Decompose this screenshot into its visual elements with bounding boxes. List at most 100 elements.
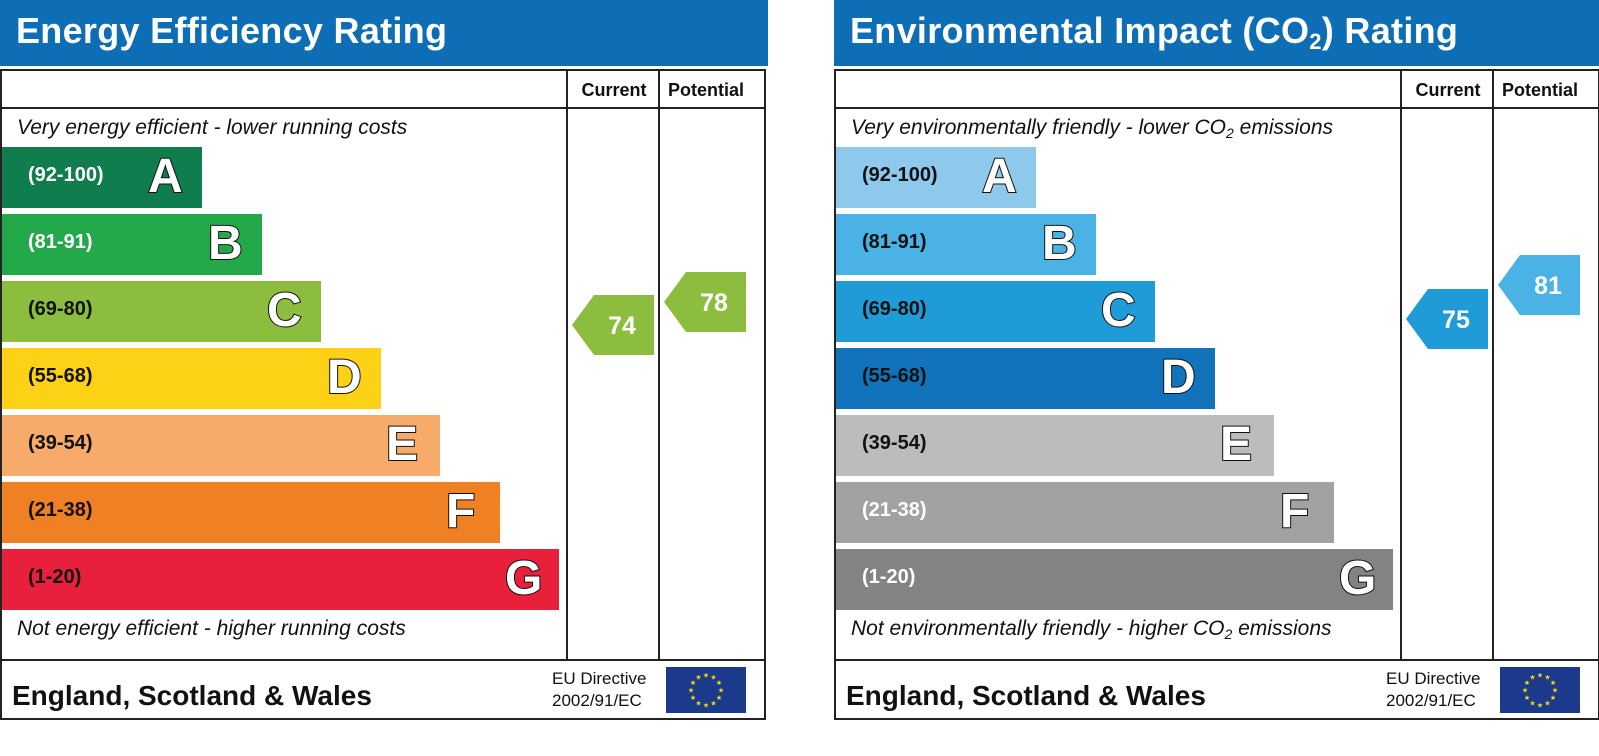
bottom-note-main: Not environmentally friendly - higher CO (851, 617, 1225, 640)
divider (566, 71, 568, 659)
flag-star: ★ (1550, 679, 1556, 687)
eu-flag-icon: ★★★★★★★★★ ★ ★★ (1500, 667, 1580, 713)
flag-star: ★ (1522, 687, 1528, 695)
rating-band-e: (39-54) E (2, 415, 440, 476)
potential-rating-arrow-value: 78 (700, 289, 728, 317)
band-range-label: (92-100) (28, 164, 104, 186)
current-rating-arrow-shape (1406, 288, 1488, 349)
top-note: Very energy efficient - lower running co… (17, 116, 408, 139)
flag-star: ★ (1529, 699, 1535, 707)
potential-rating-arrow-shape (664, 272, 746, 333)
rating-band-a: (92-100) A (836, 147, 1036, 208)
band-letter: D (326, 350, 363, 405)
band-letter: C (1100, 283, 1137, 338)
flag-background (666, 667, 746, 713)
potential-column-header: Potential (667, 80, 744, 100)
flag-star: ★ (710, 699, 716, 707)
potential-rating-arrow-value: 81 (1534, 272, 1562, 300)
flag-star: ★ (1529, 674, 1535, 682)
flag-star: ★ (1544, 699, 1550, 707)
current-rating-arrow-value: 74 (608, 312, 636, 340)
top-note-subscript: 2 (1226, 125, 1234, 141)
flag-star: ★ (703, 672, 709, 680)
rating-band-f: (21-38) F (2, 482, 500, 543)
flag-star: ★ (703, 702, 709, 710)
chart-frame: Current Potential Very environmentally f… (834, 69, 1599, 720)
rating-band-g: (1-20) G (836, 549, 1393, 610)
title-bar: Environmental Impact (CO2) Rating (834, 0, 1599, 66)
eu-directive: EU Directive 2002/91/EC (552, 668, 646, 712)
band-range-label: (55-68) (28, 365, 93, 387)
current-rating-arrow-value: 75 (1442, 306, 1470, 334)
bottom-note: Not environmentally friendly - higher CO… (851, 617, 1332, 642)
flag-star: ★ (1550, 694, 1556, 702)
energy-efficiency-panel: Energy Efficiency Rating Current Potenti… (0, 0, 768, 720)
directive-line1: EU Directive (1386, 669, 1481, 688)
title-subscript: 2 (1309, 29, 1322, 54)
flag-star: ★ (1524, 679, 1530, 687)
current-rating-arrow: 74 (572, 294, 654, 355)
band-letter: E (1219, 417, 1253, 472)
current-rating-arrow-shape (572, 294, 654, 355)
band-letter: D (1160, 350, 1197, 405)
flag-star: ★ (718, 687, 724, 695)
band-range-label: (21-38) (28, 499, 93, 521)
rating-band-g: (1-20) G (2, 549, 559, 610)
chart-title: Energy Efficiency Rating (16, 10, 448, 51)
bottom-note-subscript: 2 (1224, 626, 1233, 642)
chart-frame: Current Potential Very energy efficient … (0, 69, 766, 720)
band-range-label: (92-100) (862, 164, 938, 186)
flag-star: ★ (695, 674, 701, 682)
flag-star: ★ (1524, 694, 1530, 702)
top-note: Very environmentally friendly - lower CO… (851, 116, 1333, 141)
flag-star: ★ (710, 674, 716, 682)
divider (1400, 71, 1402, 659)
flag-star: ★ (690, 679, 696, 687)
flag-star: ★ (695, 699, 701, 707)
bottom-note-end: emissions (1232, 617, 1332, 640)
divider (1492, 71, 1494, 659)
rating-band-d: (55-68) D (2, 348, 381, 409)
band-letter: F (445, 484, 476, 539)
band-letter: F (1279, 484, 1310, 539)
eu-flag-icon: ★★★★★★★★★ ★ ★★ (666, 667, 746, 713)
band-letter: G (1338, 551, 1377, 606)
chart-title: Environmental Impact (CO2) Rating (850, 10, 1458, 55)
band-letter: E (385, 417, 419, 472)
top-note-end: emissions (1233, 116, 1334, 139)
band-letter: G (504, 551, 543, 606)
directive-line1: EU Directive (552, 669, 647, 688)
potential-rating-arrow: 81 (1498, 254, 1580, 315)
potential-rating-arrow: 78 (664, 272, 746, 333)
flag-star: ★ (1552, 687, 1558, 695)
eu-directive: EU Directive 2002/91/EC (1386, 668, 1480, 712)
band-range-label: (55-68) (862, 365, 927, 387)
bottom-note: Not energy efficient - higher running co… (17, 617, 406, 640)
potential-column-header: Potential (1501, 80, 1578, 100)
rating-band-b: (81-91) B (836, 214, 1096, 275)
directive-line2: 2002/91/EC (552, 691, 642, 710)
band-range-label: (69-80) (28, 298, 93, 320)
band-range-label: (1-20) (862, 566, 916, 588)
environmental-impact-panel: Environmental Impact (CO2) Rating Curren… (834, 0, 1599, 720)
band-range-label: (21-38) (862, 499, 927, 521)
flag-star: ★ (690, 694, 696, 702)
divider (658, 71, 660, 659)
rating-band-e: (39-54) E (836, 415, 1274, 476)
rating-band-d: (55-68) D (836, 348, 1215, 409)
band-range-label: (81-91) (862, 231, 927, 253)
divider (2, 107, 764, 109)
flag-star: ★ (716, 694, 722, 702)
current-column-header: Current (581, 80, 647, 100)
current-rating-arrow: 75 (1406, 288, 1488, 349)
rating-band-a: (92-100) A (2, 147, 202, 208)
directive-line2: 2002/91/EC (1386, 691, 1476, 710)
potential-rating-arrow-shape (1498, 254, 1580, 315)
band-letter: A (981, 149, 1018, 204)
title-main: Environmental Impact (CO (850, 10, 1310, 51)
band-range-label: (39-54) (862, 432, 927, 454)
footer-region: England, Scotland & Wales (846, 680, 1206, 711)
band-range-label: (1-20) (28, 566, 82, 588)
flag-star: ★ (688, 687, 694, 695)
divider (836, 659, 1598, 661)
